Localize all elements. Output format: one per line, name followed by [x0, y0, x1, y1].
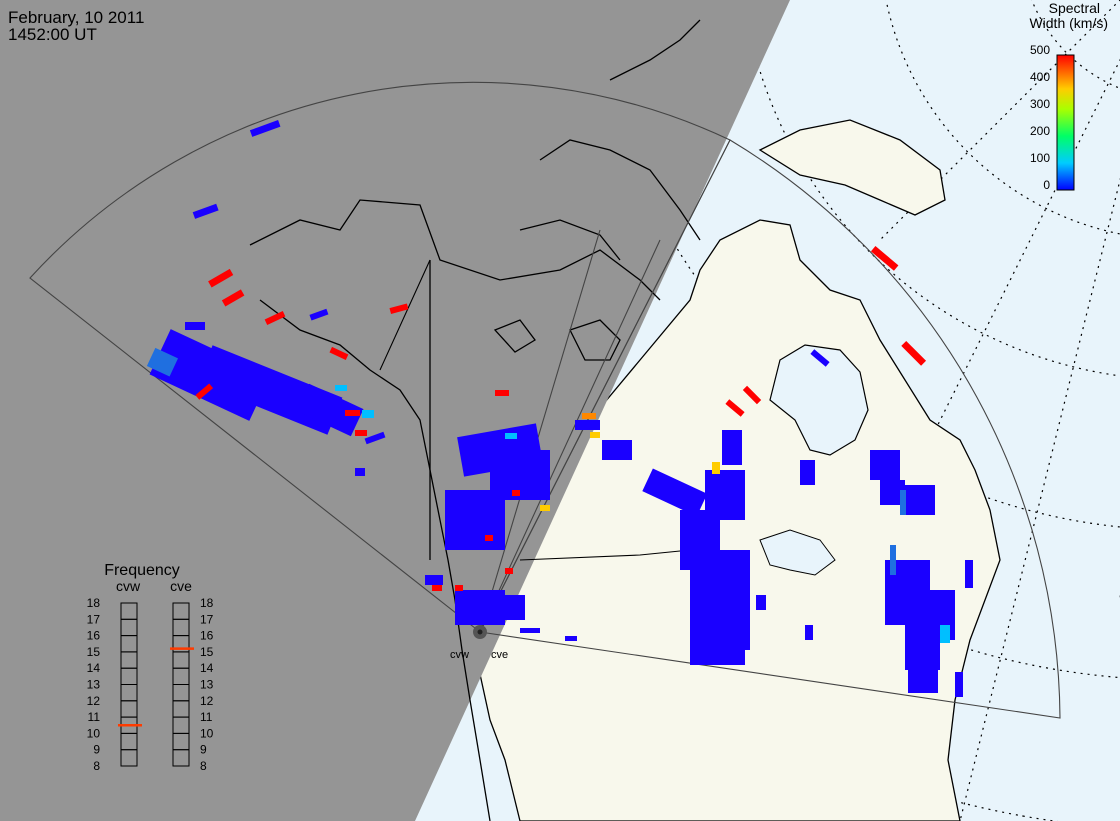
radar-fov-outline	[29, 81, 1061, 719]
frequency-tick-label: 9	[93, 743, 100, 757]
boundaries	[379, 259, 691, 561]
frequency-tick-label: 17	[200, 612, 214, 626]
frequency-tick-labels: 18 18 17 17 16 16 15 15 14 14 13 13 12 12 11 11 10 10 9 9 8 8	[87, 596, 214, 773]
colorbar-title-line2: Width (km/s)	[1029, 15, 1108, 31]
frequency-tick-label: 12	[200, 694, 214, 708]
frequency-tick-label: 18	[87, 596, 101, 610]
hudson-bay	[769, 344, 869, 456]
colorbar-tick: 100	[1030, 151, 1050, 165]
colorbar-tick: 400	[1030, 70, 1050, 84]
frequency-tick-label: 16	[200, 629, 214, 643]
frequency-box-cvw	[120, 749, 138, 767]
frequency-tick-label: 8	[200, 759, 207, 773]
frequency-box-cve	[172, 749, 190, 767]
frequency-tick-label: 12	[87, 694, 101, 708]
frequency-tick-label: 11	[88, 710, 101, 724]
frequency-tick-label: 14	[200, 661, 214, 675]
frequency-tick-label: 15	[200, 645, 214, 659]
night-coastlines	[249, 19, 701, 821]
frequency-column-cvw: cvw	[116, 578, 141, 594]
scatter-near-radar	[425, 413, 632, 641]
frequency-tick-label: 13	[200, 678, 214, 692]
radar-label-west: cvw	[450, 649, 469, 661]
frequency-panel: Frequency cvw cve 18 18 17 17 16 16 15 15 14 14 13…	[87, 562, 214, 773]
frequency-tick-label: 10	[87, 726, 101, 740]
frequency-title: Frequency	[104, 562, 180, 579]
timestamp-header: February, 10 2011 1452:00 UT	[8, 9, 144, 43]
time-label: 1452:00 UT	[8, 25, 97, 44]
scatter-west	[146, 120, 509, 476]
greenland	[758, 119, 946, 216]
date-label: February, 10 2011	[8, 8, 145, 27]
radar-label-east: cve	[491, 649, 508, 661]
frequency-tick-label: 13	[87, 678, 101, 692]
frequency-tick-label: 9	[200, 743, 207, 757]
colorbar-tick: 500	[1030, 43, 1050, 57]
frequency-tick-label: 18	[200, 596, 214, 610]
colorbar: Spectral Width (km/s) 500 400 300 200 10…	[1029, 0, 1108, 192]
colorbar-tick: 300	[1030, 97, 1050, 111]
colorbar-title-line1: Spectral	[1049, 0, 1100, 16]
frequency-tick-label: 16	[87, 629, 101, 643]
frequency-tick-label: 14	[87, 661, 101, 675]
night-terminator	[0, 0, 790, 821]
colorbar-gradient	[1056, 54, 1075, 191]
frequency-column-cve: cve	[170, 578, 192, 594]
great-lakes	[759, 529, 836, 576]
radar-sites: cvw cve	[450, 625, 508, 661]
frequency-tick-label: 11	[200, 710, 213, 724]
frequency-tick-label: 10	[200, 726, 214, 740]
colorbar-tick: 200	[1030, 124, 1050, 138]
frequency-tick-label: 15	[87, 645, 101, 659]
colorbar-tick: 0	[1043, 178, 1050, 192]
frequency-tick-label: 8	[93, 759, 100, 773]
frequency-tick-label: 17	[87, 612, 101, 626]
scatter-east	[642, 246, 973, 697]
